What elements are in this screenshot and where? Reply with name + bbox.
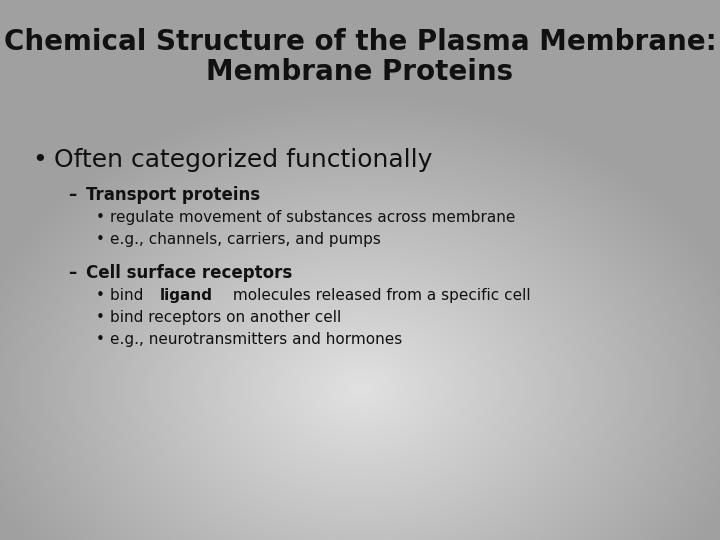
Text: Chemical Structure of the Plasma Membrane:: Chemical Structure of the Plasma Membran…	[4, 28, 716, 56]
Text: ligand: ligand	[159, 288, 212, 303]
Text: e.g., channels, carriers, and pumps: e.g., channels, carriers, and pumps	[110, 232, 381, 247]
Text: –: –	[68, 186, 76, 204]
Text: Cell surface receptors: Cell surface receptors	[86, 264, 292, 282]
Text: regulate movement of substances across membrane: regulate movement of substances across m…	[110, 210, 516, 225]
Text: Often categorized functionally: Often categorized functionally	[54, 148, 433, 172]
Text: •: •	[96, 232, 105, 247]
Text: molecules released from a specific cell: molecules released from a specific cell	[228, 288, 531, 303]
Text: •: •	[96, 332, 105, 347]
Text: •: •	[96, 210, 105, 225]
Text: Transport proteins: Transport proteins	[86, 186, 260, 204]
Text: e.g., neurotransmitters and hormones: e.g., neurotransmitters and hormones	[110, 332, 402, 347]
Text: –: –	[68, 264, 76, 282]
Text: •: •	[96, 288, 105, 303]
Text: bind: bind	[110, 288, 148, 303]
Text: Membrane Proteins: Membrane Proteins	[207, 58, 513, 86]
Text: •: •	[96, 310, 105, 325]
Text: •: •	[32, 148, 47, 172]
Text: bind receptors on another cell: bind receptors on another cell	[110, 310, 341, 325]
